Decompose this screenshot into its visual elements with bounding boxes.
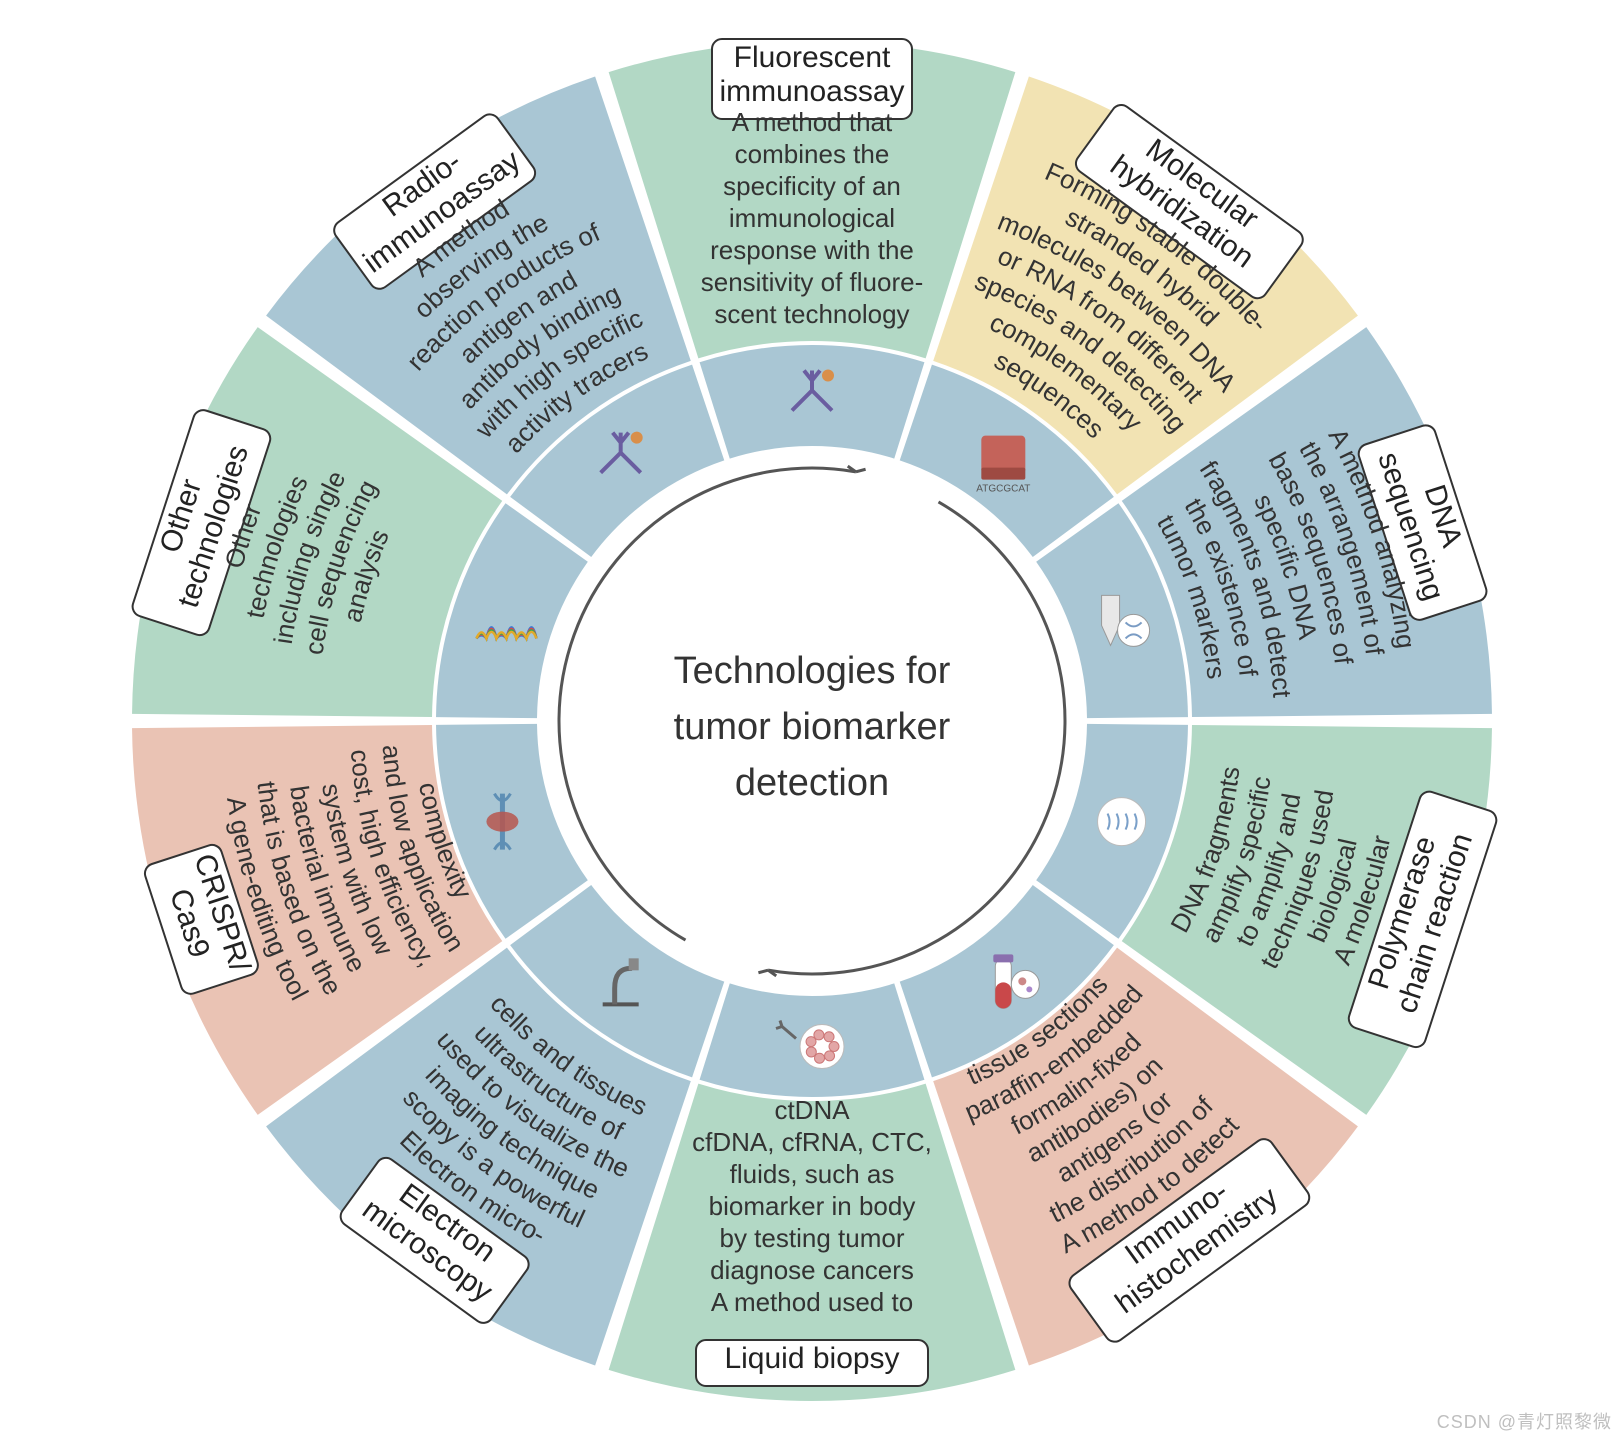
svg-text:A method that: A method that [732, 107, 893, 137]
center-title-line: Technologies for [674, 650, 951, 692]
svg-text:ctDNA: ctDNA [774, 1095, 850, 1125]
svg-text:scent technology: scent technology [714, 299, 909, 329]
segment-desc: A method used todiagnose cancersby testi… [692, 1095, 932, 1317]
segment-title: Fluorescent [734, 41, 891, 74]
segment-title-box: Liquid biopsy [696, 1340, 928, 1386]
segment-title: Liquid biopsy [724, 1342, 899, 1375]
svg-text:ATGCGCAT: ATGCGCAT [976, 484, 1030, 495]
inner-segment [700, 345, 925, 459]
radial-diagram: FluorescentimmunoassayA method thatcombi… [112, 21, 1512, 1421]
svg-text:combines the: combines the [735, 139, 890, 169]
watermark-text: CSDN @青灯照黎微 [1437, 1408, 1612, 1434]
svg-text:diagnose cancers: diagnose cancers [710, 1255, 914, 1285]
svg-text:by testing tumor: by testing tumor [720, 1223, 905, 1253]
svg-text:A method used to: A method used to [711, 1287, 913, 1317]
diagram-svg: FluorescentimmunoassayA method thatcombi… [112, 21, 1512, 1421]
svg-text:biomarker in body: biomarker in body [709, 1191, 916, 1221]
svg-text:sensitivity of fluore-: sensitivity of fluore- [701, 267, 924, 297]
center-title-line: detection [735, 762, 889, 804]
circle-dna-icon [1098, 798, 1146, 846]
svg-text:cfDNA, cfRNA, CTC,: cfDNA, cfRNA, CTC, [692, 1127, 932, 1157]
svg-text:immunological: immunological [729, 203, 895, 233]
svg-text:specificity of an: specificity of an [723, 171, 901, 201]
svg-text:fluids, such as: fluids, such as [730, 1159, 895, 1189]
sequencer-icon: ATGCGCAT [976, 436, 1030, 495]
segment-title: immunoassay [719, 75, 904, 108]
svg-text:response with the: response with the [710, 235, 914, 265]
center-title-line: tumor biomarker [674, 706, 951, 748]
